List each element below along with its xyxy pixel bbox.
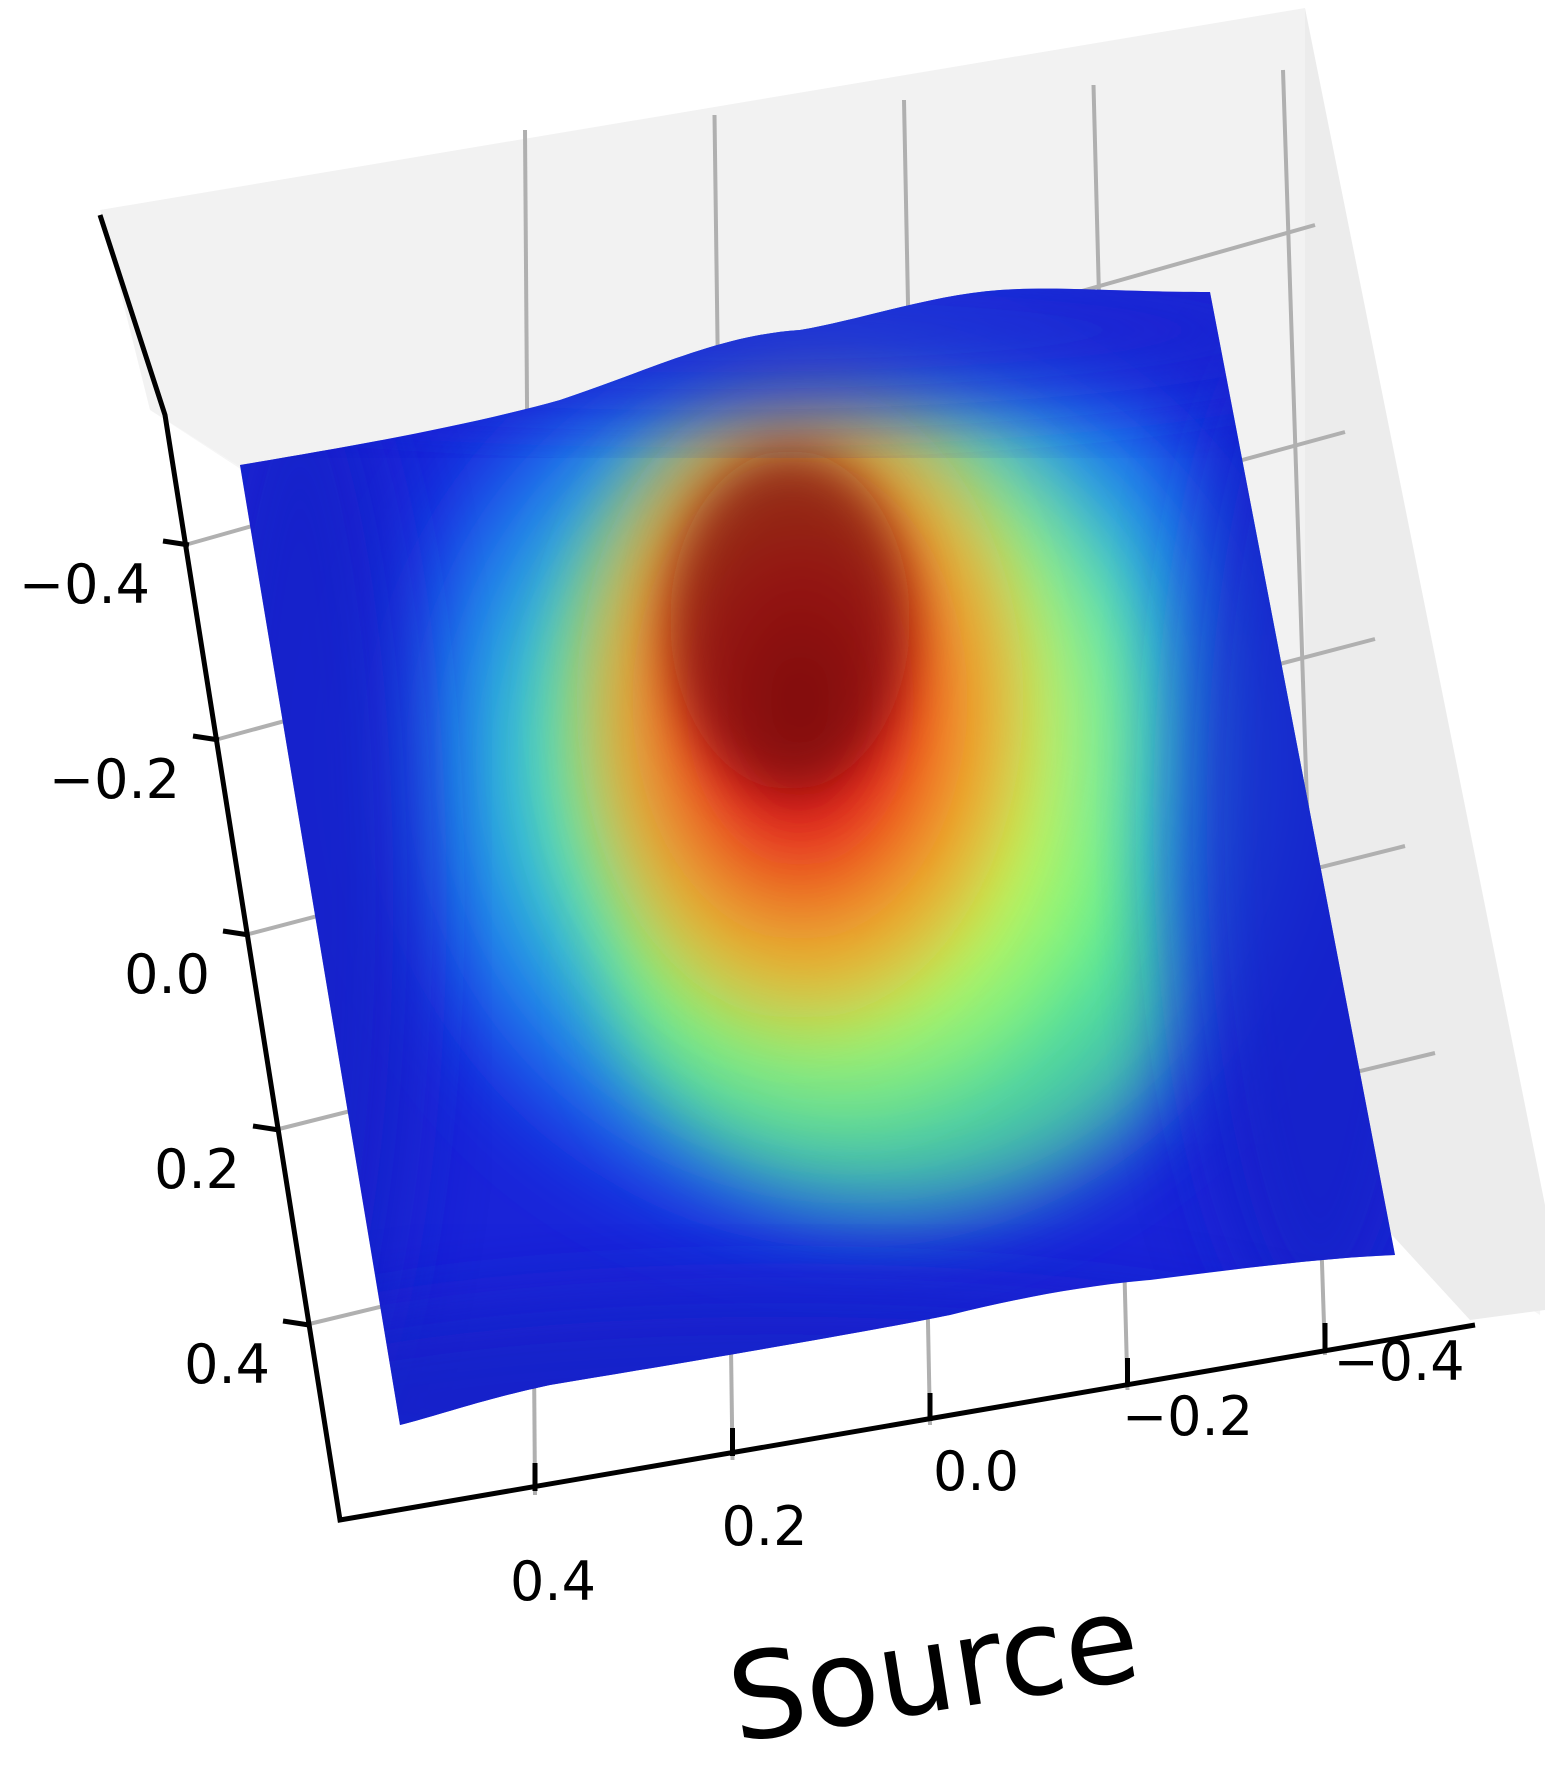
surface-dark-peak [670,450,910,790]
y-tick-mark [192,733,220,743]
side-pane [1305,8,1545,1320]
surface-left-edge [240,340,420,1425]
x-tick-label: 0.4 [510,1550,596,1613]
y-tick-mark [162,538,190,548]
y-tick-label: 0.0 [124,943,210,1006]
y-tick-mark [282,1318,310,1328]
x-tick-label: 0.0 [933,1440,1019,1503]
y-tick-mark [252,1123,280,1133]
x-axis-title: Source [719,1569,1148,1771]
axis-spine [97,214,1476,1523]
x-tick-label: −0.4 [1333,1330,1464,1393]
y-tick-label: 0.4 [184,1333,270,1396]
axis-lines [97,214,1476,1523]
y-tick-mark [222,928,250,938]
y-tick-label: 0.2 [154,1138,240,1201]
y-tick-label: −0.4 [19,553,150,616]
x-axis-ticks: 0.4 0.2 0.0 −0.2 −0.4 [510,1323,1465,1613]
y-axis-ticks: −0.4 −0.2 0.0 0.2 0.4 [19,538,310,1396]
x-tick-label: 0.2 [722,1495,808,1558]
y-tick-label: −0.2 [49,748,180,811]
x-tick-label: −0.2 [1122,1385,1253,1448]
